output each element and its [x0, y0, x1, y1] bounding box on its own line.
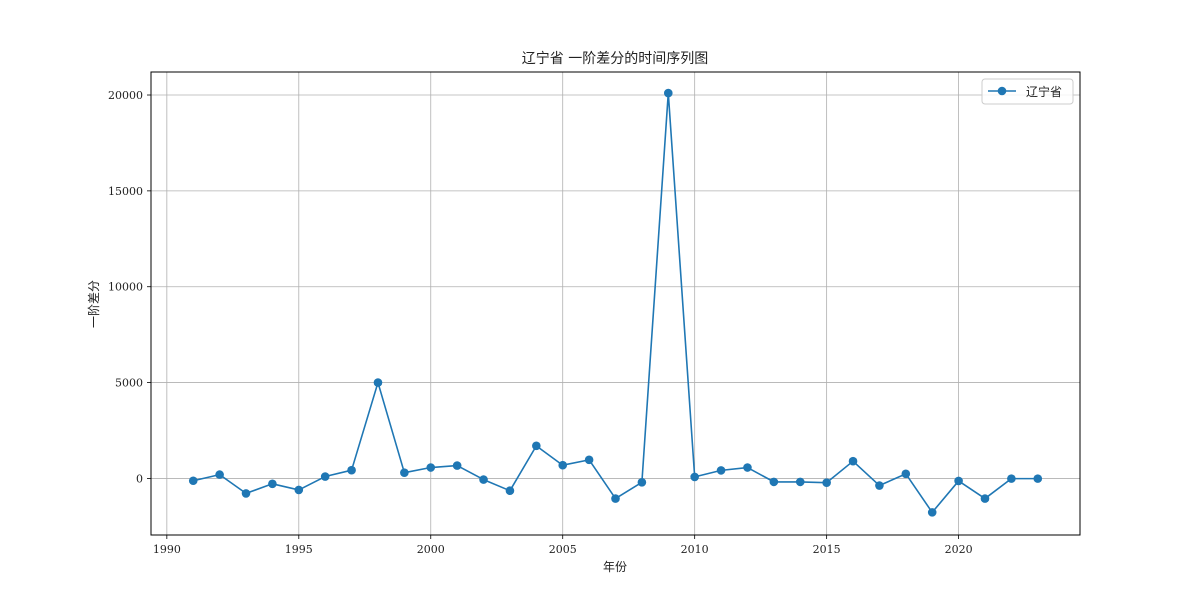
- data-point: [532, 441, 541, 451]
- data-point: [400, 468, 409, 477]
- data-point: [980, 494, 990, 503]
- data-point: [743, 463, 752, 472]
- legend: 辽宁省: [981, 78, 1074, 105]
- data-point: [611, 494, 620, 503]
- data-point: [848, 456, 858, 466]
- chart-title: 辽宁省 一阶差分的时间序列图: [522, 50, 708, 67]
- y-tick-label: 10000: [108, 281, 143, 294]
- data-point: [716, 466, 726, 475]
- data-point: [584, 455, 594, 465]
- data-point: [479, 475, 488, 484]
- data-point: [426, 463, 436, 472]
- data-point: [320, 472, 330, 481]
- plot-frame: [150, 71, 1081, 536]
- data-point: [505, 486, 515, 496]
- data-point: [373, 378, 383, 387]
- legend-box: [981, 78, 1074, 105]
- data-point: [294, 485, 304, 495]
- grid: [151, 72, 1080, 535]
- data-point: [769, 477, 779, 487]
- data-point: [795, 477, 805, 487]
- data-point: [875, 481, 884, 490]
- x-axis-ticks: 1990 1995 2000 2005 2010 2015 2020: [153, 535, 973, 556]
- x-tick-label: 2010: [681, 543, 709, 556]
- x-tick-label: 2005: [549, 543, 577, 556]
- data-point: [954, 476, 963, 486]
- data-point: [1033, 474, 1043, 483]
- data-point: [558, 460, 568, 470]
- x-tick-label: 1995: [285, 543, 313, 556]
- data-point: [188, 476, 198, 486]
- series-line: [193, 92, 1038, 514]
- series-layer: [188, 88, 1043, 517]
- x-tick-label: 2015: [813, 543, 841, 556]
- x-axis-label: 年份: [603, 560, 627, 574]
- x-tick-label: 2000: [417, 543, 445, 556]
- y-tick-label: 0: [136, 472, 143, 485]
- data-point: [822, 478, 831, 487]
- data-point: [268, 479, 277, 489]
- data-point: [1007, 474, 1016, 483]
- data-point: [663, 88, 673, 98]
- legend-label: 辽宁省: [1026, 84, 1062, 99]
- data-point: [690, 472, 699, 482]
- data-point: [637, 477, 647, 487]
- x-tick-label: 2020: [945, 543, 973, 556]
- data-point: [901, 469, 911, 479]
- y-tick-label: 20000: [108, 89, 143, 102]
- y-axis-ticks: 0 5000 10000 15000 20000: [108, 89, 151, 485]
- data-point: [241, 489, 251, 498]
- y-tick-label: 5000: [115, 377, 143, 390]
- y-axis-label: 一阶差分: [87, 280, 101, 328]
- x-tick-label: 1990: [153, 543, 181, 556]
- y-tick-label: 15000: [108, 185, 143, 198]
- data-point: [927, 508, 937, 517]
- data-point: [215, 470, 224, 479]
- data-point: [452, 461, 462, 470]
- data-point: [347, 465, 356, 475]
- legend-marker-swatch: [997, 86, 1007, 96]
